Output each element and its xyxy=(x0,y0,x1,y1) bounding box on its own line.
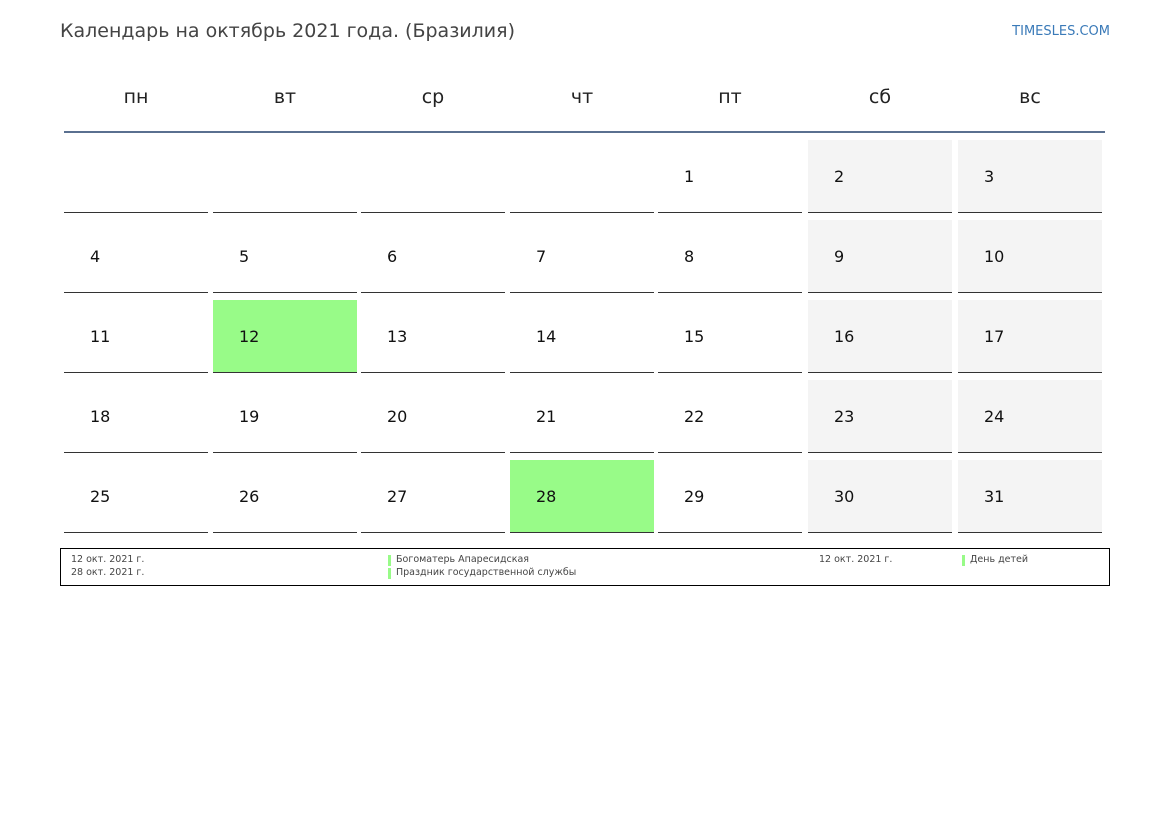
day-number: 18 xyxy=(90,407,111,426)
day-cell: 6 xyxy=(361,220,505,293)
day-cell: 11 xyxy=(64,300,208,373)
day-number: 26 xyxy=(239,487,260,506)
weekday: ср xyxy=(421,86,445,108)
day-cell: 4 xyxy=(64,220,208,293)
day-number: 6 xyxy=(387,247,398,266)
day-number: 19 xyxy=(239,407,260,426)
day-cell: 18 xyxy=(64,380,208,453)
day-number: 16 xyxy=(834,327,855,346)
holiday-name: Богоматерь Апаресидская xyxy=(396,554,530,565)
day-cell: 10 xyxy=(958,220,1102,293)
day-cell: 31 xyxy=(958,460,1102,533)
header-line xyxy=(64,131,1105,133)
day-number: 4 xyxy=(90,247,101,266)
day-cell xyxy=(510,140,654,213)
day-number: 24 xyxy=(984,407,1005,426)
day-cell: 13 xyxy=(361,300,505,373)
day-cell: 28 xyxy=(510,460,654,533)
day-cell: 17 xyxy=(958,300,1102,373)
day-number: 5 xyxy=(239,247,250,266)
day-cell: 15 xyxy=(658,300,802,373)
day-number: 28 xyxy=(536,487,557,506)
day-cell xyxy=(64,140,208,213)
holiday-marker xyxy=(388,568,391,579)
day-cell: 30 xyxy=(808,460,952,533)
weekday: чт xyxy=(570,86,594,108)
day-number: 20 xyxy=(387,407,408,426)
day-number: 25 xyxy=(90,487,111,506)
day-number: 31 xyxy=(984,487,1005,506)
day-cell: 24 xyxy=(958,380,1102,453)
holiday-marker xyxy=(962,555,965,566)
day-number: 8 xyxy=(684,247,695,266)
day-cell: 5 xyxy=(213,220,357,293)
holiday-date: 28 окт. 2021 г. xyxy=(71,567,145,578)
holiday-date: 12 окт. 2021 г. xyxy=(819,554,893,565)
day-cell: 1 xyxy=(658,140,802,213)
day-number: 17 xyxy=(984,327,1005,346)
day-cell: 25 xyxy=(64,460,208,533)
weekday: вс xyxy=(1019,86,1041,108)
day-cell: 22 xyxy=(658,380,802,453)
day-cell: 3 xyxy=(958,140,1102,213)
title: Календарь на октябрь 2021 года. (Бразили… xyxy=(60,20,515,42)
day-number: 3 xyxy=(984,167,995,186)
day-number: 22 xyxy=(684,407,705,426)
day-cell: 23 xyxy=(808,380,952,453)
day-cell: 9 xyxy=(808,220,952,293)
day-cell xyxy=(361,140,505,213)
day-number: 10 xyxy=(984,247,1005,266)
day-number: 13 xyxy=(387,327,408,346)
day-number: 1 xyxy=(684,167,695,186)
weekday: сб xyxy=(868,86,892,108)
day-number: 29 xyxy=(684,487,705,506)
day-number: 14 xyxy=(536,327,557,346)
day-number: 2 xyxy=(834,167,845,186)
day-cell: 20 xyxy=(361,380,505,453)
weekday: пт xyxy=(718,86,742,108)
day-cell xyxy=(213,140,357,213)
day-number: 7 xyxy=(536,247,547,266)
day-number: 21 xyxy=(536,407,557,426)
day-number: 12 xyxy=(239,327,260,346)
day-cell: 7 xyxy=(510,220,654,293)
day-cell: 14 xyxy=(510,300,654,373)
day-number: 9 xyxy=(834,247,845,266)
holiday-date: 12 окт. 2021 г. xyxy=(71,554,145,565)
day-number: 30 xyxy=(834,487,855,506)
day-number: 27 xyxy=(387,487,408,506)
day-cell: 8 xyxy=(658,220,802,293)
day-cell: 29 xyxy=(658,460,802,533)
day-cell: 27 xyxy=(361,460,505,533)
holiday-name: Праздник государственной службы xyxy=(396,567,577,578)
holiday-marker xyxy=(388,555,391,566)
legend: 12 окт. 2021 г. Богоматерь Апаресидская 28… xyxy=(60,548,1110,586)
day-number: 11 xyxy=(90,327,111,346)
site-link[interactable]: TIMESLES.COM xyxy=(1012,24,1110,39)
day-cell: 21 xyxy=(510,380,654,453)
day-cell: 19 xyxy=(213,380,357,453)
day-cell: 12 xyxy=(213,300,357,373)
holiday-name: День детей xyxy=(970,554,1029,565)
day-number: 15 xyxy=(684,327,705,346)
weekday: вт xyxy=(273,86,297,108)
day-cell: 2 xyxy=(808,140,952,213)
day-cell: 16 xyxy=(808,300,952,373)
day-cell: 26 xyxy=(213,460,357,533)
day-number: 23 xyxy=(834,407,855,426)
weekday: пн xyxy=(123,86,149,108)
